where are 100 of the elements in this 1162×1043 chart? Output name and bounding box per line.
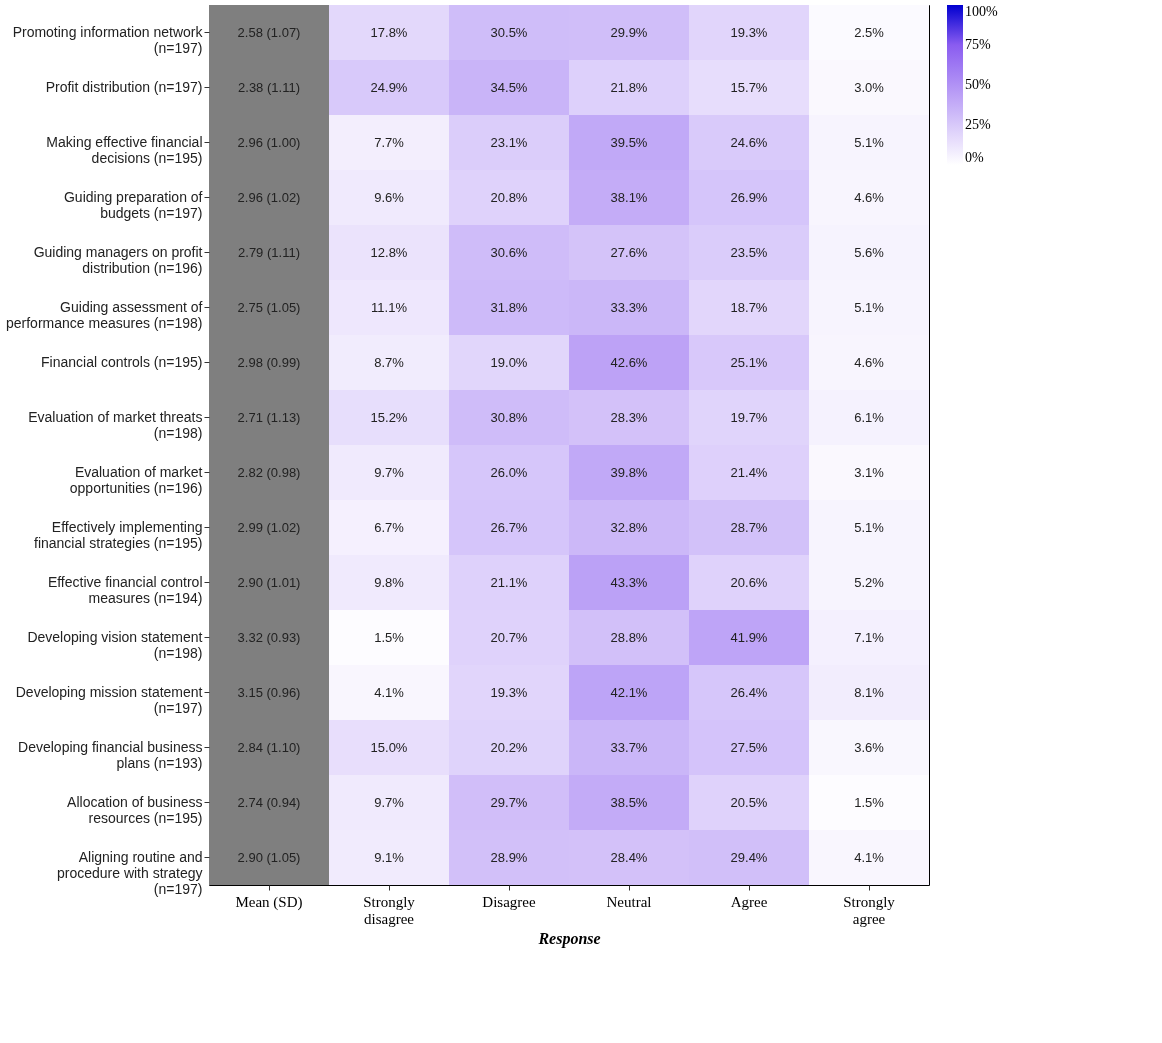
data-label: 3.0% xyxy=(854,79,885,95)
data-label: 4.6% xyxy=(854,354,885,370)
data-label: 38.5% xyxy=(610,794,648,810)
color-bar-label: 0% xyxy=(965,150,984,165)
y-tick-label: Guiding assessment of performance measures (n=198) xyxy=(6,298,203,331)
data-label: 7.1% xyxy=(854,629,885,645)
data-label: 3.6% xyxy=(854,739,885,755)
data-label: 11.1% xyxy=(371,299,408,315)
data-label: 9.1% xyxy=(374,849,405,865)
data-label: 23.1% xyxy=(490,134,528,150)
y-tick-label: Financial controls (n=195) xyxy=(41,353,203,370)
data-label: 4.6% xyxy=(854,189,885,205)
data-label: 7.7% xyxy=(374,134,405,150)
data-label: 41.9% xyxy=(730,629,768,645)
data-label: 34.5% xyxy=(490,79,528,95)
data-label: 19.3% xyxy=(730,24,768,40)
data-label: 20.2% xyxy=(490,739,528,755)
data-label: 5.1% xyxy=(854,299,885,315)
y-tick-label: Developing mission statement (n=197) xyxy=(15,683,203,716)
data-label: 12.8% xyxy=(370,244,408,260)
data-label: 5.6% xyxy=(854,244,885,260)
data-label: 28.9% xyxy=(490,849,528,865)
data-label: 4.1% xyxy=(854,849,885,865)
data-label: 19.3% xyxy=(490,684,528,700)
data-label: 43.3% xyxy=(610,574,648,590)
y-tick-label: Making effective financial decisions (n=195) xyxy=(46,133,203,166)
text: 2.98 (0.99) xyxy=(237,354,301,370)
color-bar-label: 50% xyxy=(965,77,991,92)
data-label: 21.4% xyxy=(730,464,768,480)
text: 2.74 (0.94) xyxy=(237,794,301,810)
data-label: 27.6% xyxy=(610,244,648,260)
data-label: 28.7% xyxy=(730,519,768,535)
data-label: 26.4% xyxy=(730,684,768,700)
y-tick-label: Evaluation of market threats (n=198) xyxy=(28,408,203,441)
data-label: 26.7% xyxy=(490,519,528,535)
data-label: 39.8% xyxy=(610,464,648,480)
text: 2.79 (1.11) xyxy=(238,244,300,260)
text: 3.32 (0.93) xyxy=(237,629,301,645)
data-label: 30.8% xyxy=(490,409,528,425)
y-tick-label: Guiding managers on profit distribution (n=196) xyxy=(33,243,203,276)
text: 2.75 (1.05) xyxy=(237,299,301,315)
y-tick-label: Developing vision statement (n=198) xyxy=(27,628,203,661)
y-tick-label: Effective financial control measures (n=194) xyxy=(47,573,203,606)
text: 2.71 (1.13) xyxy=(237,409,301,425)
data-label: 20.7% xyxy=(490,629,528,645)
x-tick-label: Disagree xyxy=(482,893,536,910)
data-label: 30.5% xyxy=(490,24,528,40)
data-label: 42.1% xyxy=(610,684,648,700)
color-bar-label: 75% xyxy=(965,37,991,52)
y-tick-label: Effectively implementing financial strategies (n=195) xyxy=(34,518,203,551)
text: 2.90 (1.01) xyxy=(237,574,301,590)
text: 2.84 (1.10) xyxy=(237,739,301,755)
y-tick-label: Evaluation of market opportunities (n=196) xyxy=(69,463,203,496)
data-label: 5.2% xyxy=(854,574,885,590)
data-label: 26.0% xyxy=(490,464,528,480)
data-label: 28.3% xyxy=(610,409,648,425)
text: 2.58 (1.07) xyxy=(237,24,301,40)
y-tick-label: Guiding preparation of budgets (n=197) xyxy=(63,188,203,221)
data-label: 33.7% xyxy=(610,739,648,755)
color-bar-label: 100% xyxy=(965,4,998,19)
data-label: 5.1% xyxy=(854,519,885,535)
data-label: 20.5% xyxy=(730,794,768,810)
data-label: 15.2% xyxy=(370,409,408,425)
x-tick-label: Strongly agree xyxy=(843,893,896,927)
x-tick-label: Mean (SD) xyxy=(235,893,303,911)
data-label: 30.6% xyxy=(490,244,528,260)
x-axis-title: Response xyxy=(537,929,601,948)
data-label: 21.8% xyxy=(610,79,648,95)
data-label: 29.7% xyxy=(490,794,528,810)
data-label: 39.5% xyxy=(610,134,648,150)
text: 3.15 (0.96) xyxy=(237,684,301,700)
y-tick-label: Promoting information network (n=197) xyxy=(12,23,204,56)
data-label: 28.8% xyxy=(610,629,648,645)
data-label: 28.4% xyxy=(610,849,648,865)
data-label: 23.5% xyxy=(730,244,768,260)
data-label: 17.8% xyxy=(370,24,408,40)
y-tick-label: Aligning routine and procedure with strategy (n=197) xyxy=(56,848,203,897)
data-label: 3.1% xyxy=(854,464,885,480)
data-label: 9.6% xyxy=(374,189,405,205)
text: 2.99 (1.02) xyxy=(237,519,301,535)
data-label: 4.1% xyxy=(374,684,405,700)
data-label: 24.6% xyxy=(730,134,768,150)
data-label: 25.1% xyxy=(730,354,768,370)
y-tick-label: Allocation of business resources (n=195) xyxy=(67,793,203,826)
text: 2.38 (1.11) xyxy=(238,79,300,95)
data-label: 32.8% xyxy=(610,519,648,535)
x-tick-label: Neutral xyxy=(606,893,652,910)
x-tick-label: Agree xyxy=(730,893,768,910)
data-label: 42.6% xyxy=(610,354,648,370)
text: 2.96 (1.02) xyxy=(237,189,301,205)
data-label: 24.9% xyxy=(370,79,408,95)
data-label: 27.5% xyxy=(730,739,768,755)
data-label: 5.1% xyxy=(854,134,885,150)
y-tick-label: Developing financial business plans (n=193) xyxy=(18,738,203,771)
data-label: 6.1% xyxy=(854,409,885,425)
data-label: 19.0% xyxy=(490,354,528,370)
data-label: 1.5% xyxy=(374,629,405,645)
data-label: 33.3% xyxy=(610,299,648,315)
color-bar-label: 25% xyxy=(965,117,991,132)
data-label: 18.7% xyxy=(730,299,768,315)
